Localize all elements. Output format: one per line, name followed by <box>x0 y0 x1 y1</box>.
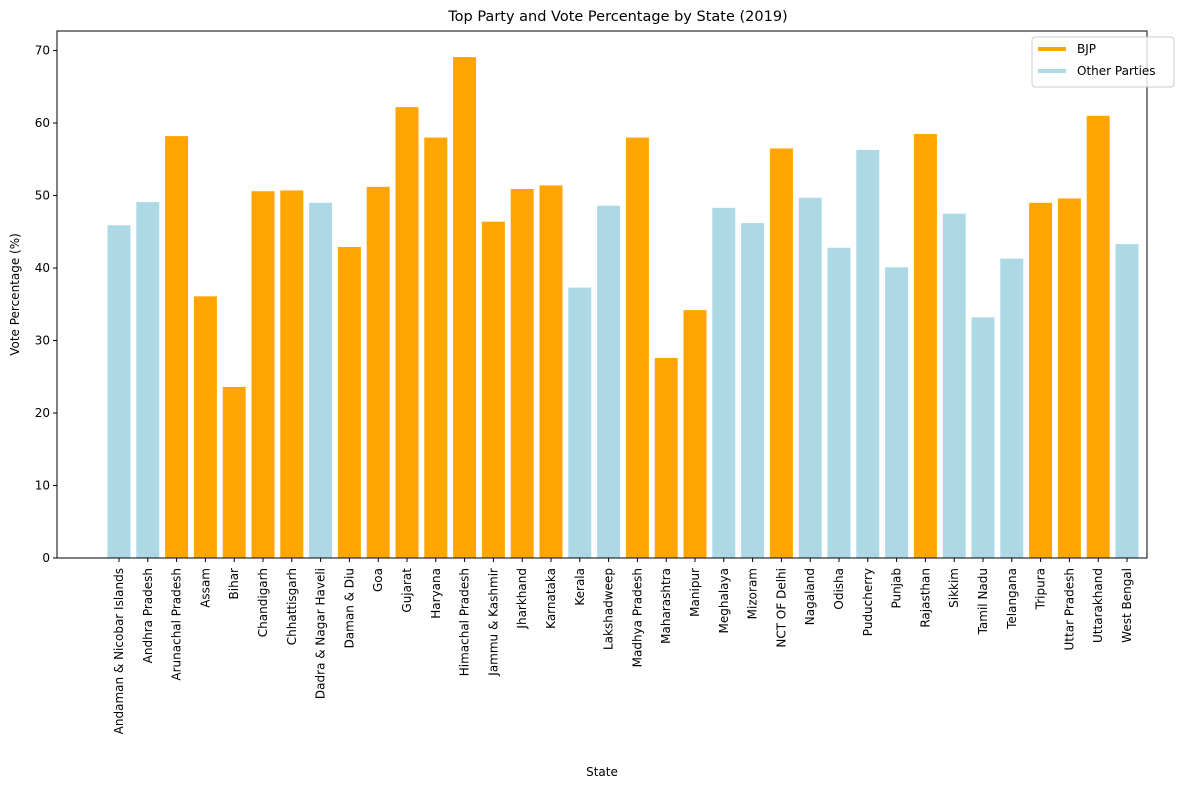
x-tick-label: Maharashtra <box>659 568 673 644</box>
bar-gujarat <box>395 107 419 559</box>
bar-uttarakhand <box>1086 115 1110 558</box>
y-tick-label: 40 <box>35 261 50 275</box>
bar-bihar <box>222 386 246 558</box>
bar-puducherry <box>856 149 880 558</box>
bar-chhattisgarh <box>280 190 304 559</box>
y-axis-title: Vote Percentage (%) <box>8 233 22 356</box>
bar-sikkim <box>942 213 966 559</box>
y-tick-label: 70 <box>35 44 50 58</box>
bar-maharashtra <box>654 357 678 558</box>
y-tick-label: 10 <box>35 479 50 493</box>
x-tick-label: Madhya Pradesh <box>630 568 644 667</box>
bar-dadra-nagar-haveli <box>309 202 333 559</box>
chart-title: Top Party and Vote Percentage by State (… <box>447 9 787 25</box>
bar-meghalaya <box>712 207 736 558</box>
bar-daman-diu <box>337 247 361 558</box>
x-tick-label: Odisha <box>832 568 846 610</box>
bar-karnataka <box>539 185 563 558</box>
bars-group <box>107 57 1139 559</box>
x-tick-label: Dadra & Nagar Haveli <box>314 568 328 699</box>
x-axis: Andaman & Nicobar Islands Andhra Pradesh A… <box>112 558 1134 734</box>
y-axis: 0 10 20 30 40 50 60 70 <box>35 44 57 565</box>
bar-uttar-pradesh <box>1057 198 1081 558</box>
x-tick-label: Jharkhand <box>515 568 529 630</box>
bar-tamil-nadu <box>971 317 995 558</box>
bar-telangana <box>1000 258 1024 558</box>
x-tick-label: West Bengal <box>1120 568 1134 643</box>
x-tick-label: Lakshadweep <box>602 568 616 650</box>
x-tick-label: Andhra Pradesh <box>141 568 155 663</box>
x-tick-label: Daman & Diu <box>342 568 356 648</box>
x-tick-label: Manipur <box>688 568 702 617</box>
y-tick-label: 0 <box>42 551 50 565</box>
x-tick-label: Tripura <box>1034 568 1048 610</box>
x-axis-title: State <box>586 765 618 779</box>
bar-punjab <box>885 267 909 558</box>
x-tick-label: Bihar <box>227 568 241 600</box>
x-tick-label: Gujarat <box>400 568 414 613</box>
x-tick-label: Punjab <box>890 568 904 609</box>
x-tick-label: Meghalaya <box>717 568 731 633</box>
y-tick-label: 30 <box>35 334 50 348</box>
bar-andaman-nicobar-islands <box>107 225 131 558</box>
bar-nct-of-delhi <box>769 148 793 558</box>
bar-odisha <box>827 247 851 559</box>
y-tick-label: 50 <box>35 189 50 203</box>
bar-rajasthan <box>913 133 937 558</box>
bar-arunachal-pradesh <box>165 136 189 559</box>
x-tick-label: Telangana <box>1005 568 1019 630</box>
x-tick-label: Jammu & Kashmir <box>486 568 500 677</box>
bar-tripura <box>1029 202 1053 559</box>
bar-jharkhand <box>510 189 534 558</box>
legend: BJP Other Parties <box>1031 36 1175 88</box>
x-tick-label: Puducherry <box>861 568 875 636</box>
bar-haryana <box>424 137 448 558</box>
bar-jammu-kashmir <box>481 221 505 558</box>
x-tick-label: Chandigarh <box>256 568 270 637</box>
x-tick-label: Andaman & Nicobar Islands <box>112 568 126 734</box>
x-tick-label: Tamil Nadu <box>976 568 990 635</box>
x-tick-label: Uttar Pradesh <box>1062 568 1076 650</box>
x-tick-label: NCT OF Delhi <box>774 568 788 648</box>
x-tick-label: Haryana <box>429 568 443 619</box>
x-tick-label: Chhattisgarh <box>285 568 299 645</box>
legend-label: Other Parties <box>1077 64 1156 78</box>
x-tick-label: Nagaland <box>803 568 817 625</box>
y-tick-label: 60 <box>35 116 50 130</box>
x-tick-label: Mizoram <box>746 568 760 619</box>
bar-himachal-pradesh <box>453 57 477 558</box>
legend-box <box>1031 36 1175 88</box>
bar-chandigarh <box>251 191 275 558</box>
x-tick-label: Goa <box>371 568 385 592</box>
bar-madhya-pradesh <box>625 137 649 558</box>
bar-assam <box>193 296 217 558</box>
bar-west-bengal <box>1115 244 1139 558</box>
x-tick-label: Sikkim <box>947 568 961 608</box>
bar-goa <box>366 186 390 558</box>
bar-manipur <box>683 310 707 558</box>
legend-label: BJP <box>1077 42 1096 56</box>
x-tick-label: Assam <box>198 568 212 608</box>
x-tick-label: Himachal Pradesh <box>458 568 472 676</box>
x-tick-label: Karnataka <box>544 568 558 629</box>
x-tick-label: Rajasthan <box>918 568 932 628</box>
bar-nagaland <box>798 197 822 559</box>
plot-frame <box>56 30 1148 559</box>
y-tick-label: 20 <box>35 406 50 420</box>
bar-mizoram <box>741 223 765 558</box>
x-tick-label: Arunachal Pradesh <box>170 568 184 681</box>
bar-lakshadweep <box>597 205 621 558</box>
bar-andhra-pradesh <box>136 202 160 558</box>
x-tick-label: Kerala <box>573 568 587 606</box>
x-tick-label: Uttarakhand <box>1091 568 1105 643</box>
bar-kerala <box>568 287 592 558</box>
